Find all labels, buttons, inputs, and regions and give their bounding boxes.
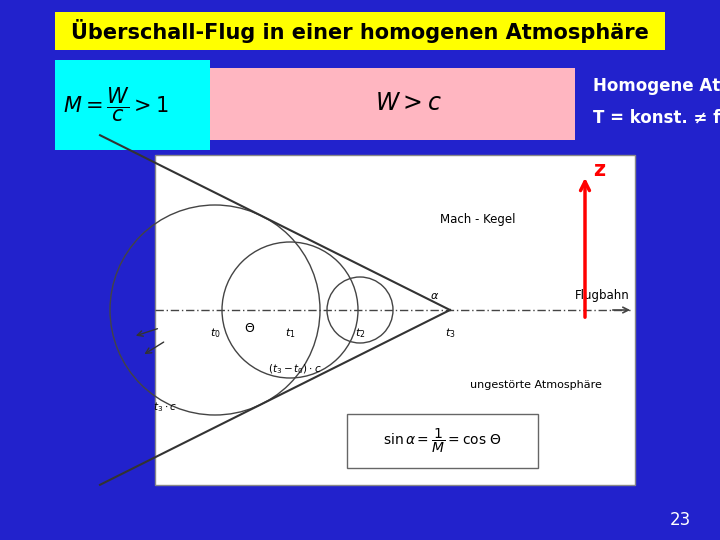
FancyBboxPatch shape — [55, 12, 665, 50]
Text: $t_3$: $t_3$ — [445, 326, 455, 340]
Text: $\alpha$: $\alpha$ — [431, 291, 440, 301]
FancyBboxPatch shape — [155, 155, 635, 485]
Text: Mach - Kegel: Mach - Kegel — [440, 213, 516, 226]
Text: $W > c$: $W > c$ — [376, 92, 443, 116]
FancyBboxPatch shape — [160, 68, 575, 140]
Text: Homogene Atmosphäre:: Homogene Atmosphäre: — [593, 77, 720, 95]
FancyBboxPatch shape — [55, 60, 210, 150]
Text: $\Theta$: $\Theta$ — [244, 321, 256, 334]
Text: ungestörte Atmosphäre: ungestörte Atmosphäre — [470, 380, 602, 390]
Text: $\sin\alpha = \dfrac{1}{M} = \cos\,\Theta$: $\sin\alpha = \dfrac{1}{M} = \cos\,\Thet… — [383, 427, 502, 455]
Text: 23: 23 — [670, 511, 690, 529]
Text: $(t_3-t_0)\cdot c$: $(t_3-t_0)\cdot c$ — [268, 362, 322, 376]
Text: $t_0$: $t_0$ — [210, 326, 220, 340]
Text: $t_2$: $t_2$ — [355, 326, 365, 340]
Text: Flugbahn: Flugbahn — [575, 289, 630, 302]
Text: Überschall-Flug in einer homogenen Atmosphäre: Überschall-Flug in einer homogenen Atmos… — [71, 19, 649, 43]
Text: $t_3\cdot c$: $t_3\cdot c$ — [153, 400, 177, 414]
Text: $t_1$: $t_1$ — [284, 326, 295, 340]
FancyBboxPatch shape — [347, 414, 538, 468]
Text: $M = \dfrac{W}{c} > 1$: $M = \dfrac{W}{c} > 1$ — [63, 86, 169, 124]
Text: z: z — [593, 160, 605, 180]
Text: T = konst. ≠ f(z): T = konst. ≠ f(z) — [593, 109, 720, 127]
